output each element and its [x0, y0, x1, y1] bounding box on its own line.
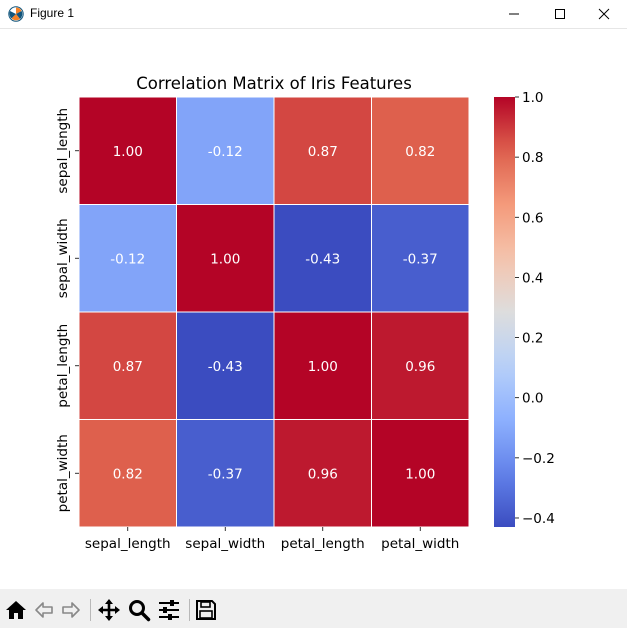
configure-subplots-icon	[159, 600, 179, 620]
cell-value-label: -0.43	[305, 251, 340, 267]
heatmap-cell	[371, 419, 470, 528]
colorbar-tick-label: 0.0	[522, 391, 543, 407]
colorbar-tick-label: 0.6	[522, 210, 543, 226]
maximize-button[interactable]	[537, 0, 583, 28]
heatmap-chart: Correlation Matrix of Iris Features 1.00…	[55, 74, 555, 552]
forward-icon	[62, 602, 80, 618]
home-button[interactable]	[4, 598, 28, 622]
heatmap-cell	[78, 204, 177, 313]
y-tick-label: petal_width	[55, 434, 71, 512]
cell-value-label: 1.00	[210, 251, 240, 267]
cell-value-label: -0.37	[208, 466, 243, 482]
heatmap-cell	[273, 96, 372, 205]
navigation-toolbar	[0, 589, 627, 628]
toolbar-separator	[189, 599, 190, 621]
heatmap-cell	[78, 419, 177, 528]
pan-icon	[98, 599, 120, 621]
cell-value-label: -0.43	[208, 359, 243, 375]
chart-title: Correlation Matrix of Iris Features	[136, 74, 412, 93]
window-title: Figure 1	[30, 6, 75, 20]
pan-button[interactable]	[97, 598, 121, 622]
heatmap-cells: 1.00 -0.12 0.87 0.82 -0.12 1.00 -0.43 -0.37 0.87…	[78, 96, 470, 528]
heatmap-cell	[371, 96, 470, 205]
maximize-icon	[555, 9, 565, 19]
y-tick-label: petal_length	[55, 324, 71, 408]
colorbar-gradient	[494, 97, 515, 527]
x-tick-label: sepal_width	[185, 536, 265, 552]
back-icon	[35, 602, 53, 618]
x-tick-label: sepal_length	[85, 536, 171, 552]
cell-value-label: 1.00	[113, 144, 143, 160]
x-axis-ticks: sepal_length sepal_width petal_length petal…	[85, 527, 459, 552]
forward-button[interactable]	[59, 598, 83, 622]
save-button[interactable]	[194, 598, 218, 622]
matplotlib-icon	[8, 6, 24, 22]
colorbar-tick-label: 1.0	[522, 90, 543, 106]
cell-value-label: 0.96	[405, 359, 435, 375]
home-icon	[6, 601, 26, 619]
cell-value-label: 0.82	[113, 466, 143, 482]
save-icon	[196, 600, 216, 620]
colorbar-tick-label: 0.4	[522, 270, 543, 286]
close-icon	[598, 8, 610, 20]
heatmap-cell	[176, 419, 275, 528]
cell-value-label: 0.96	[308, 466, 338, 482]
y-axis-ticks: sepal_length sepal_width petal_lengthpetal…	[55, 108, 79, 512]
cell-value-label: 0.82	[405, 144, 435, 160]
close-button[interactable]	[581, 0, 627, 28]
back-button[interactable]	[32, 598, 56, 622]
toolbar-separator	[90, 599, 91, 621]
cell-value-label: 0.87	[308, 144, 338, 160]
heatmap-cell	[371, 311, 470, 420]
cell-value-label: 1.00	[405, 466, 435, 482]
x-tick-label: petal_width	[381, 536, 459, 552]
zoom-icon	[129, 600, 151, 622]
minimize-icon	[509, 13, 519, 15]
zoom-button[interactable]	[127, 598, 151, 622]
colorbar-tick-label: −0.2	[522, 451, 555, 467]
cell-value-label: -0.12	[208, 144, 243, 160]
y-tick-label: sepal_width	[55, 218, 71, 298]
heatmap-cell	[176, 311, 275, 420]
heatmap-cell	[273, 311, 372, 420]
heatmap-cell	[273, 204, 372, 313]
cell-value-label: -0.12	[110, 251, 145, 267]
configure-subplots-button[interactable]	[157, 598, 181, 622]
heatmap-cell	[176, 204, 275, 313]
x-tick-label: petal_length	[281, 536, 365, 552]
colorbar-tick-label: 0.2	[522, 331, 543, 347]
colorbar: 1.0 0.8 0.6 0.4 0.2 0.0 −0.2 −0.4	[494, 90, 555, 527]
cell-value-label: 0.87	[113, 359, 143, 375]
window-titlebar: Figure 1	[0, 0, 627, 29]
cell-value-label: 1.00	[308, 359, 338, 375]
heatmap-cell	[371, 204, 470, 313]
minimize-button[interactable]	[491, 0, 537, 28]
cell-value-label: -0.37	[403, 251, 438, 267]
colorbar-tick-label: 0.8	[522, 150, 543, 166]
y-tick-label: sepal_length	[55, 108, 71, 194]
colorbar-tick-label: −0.4	[522, 511, 555, 527]
figure-canvas: Correlation Matrix of Iris Features 1.00…	[0, 29, 627, 589]
